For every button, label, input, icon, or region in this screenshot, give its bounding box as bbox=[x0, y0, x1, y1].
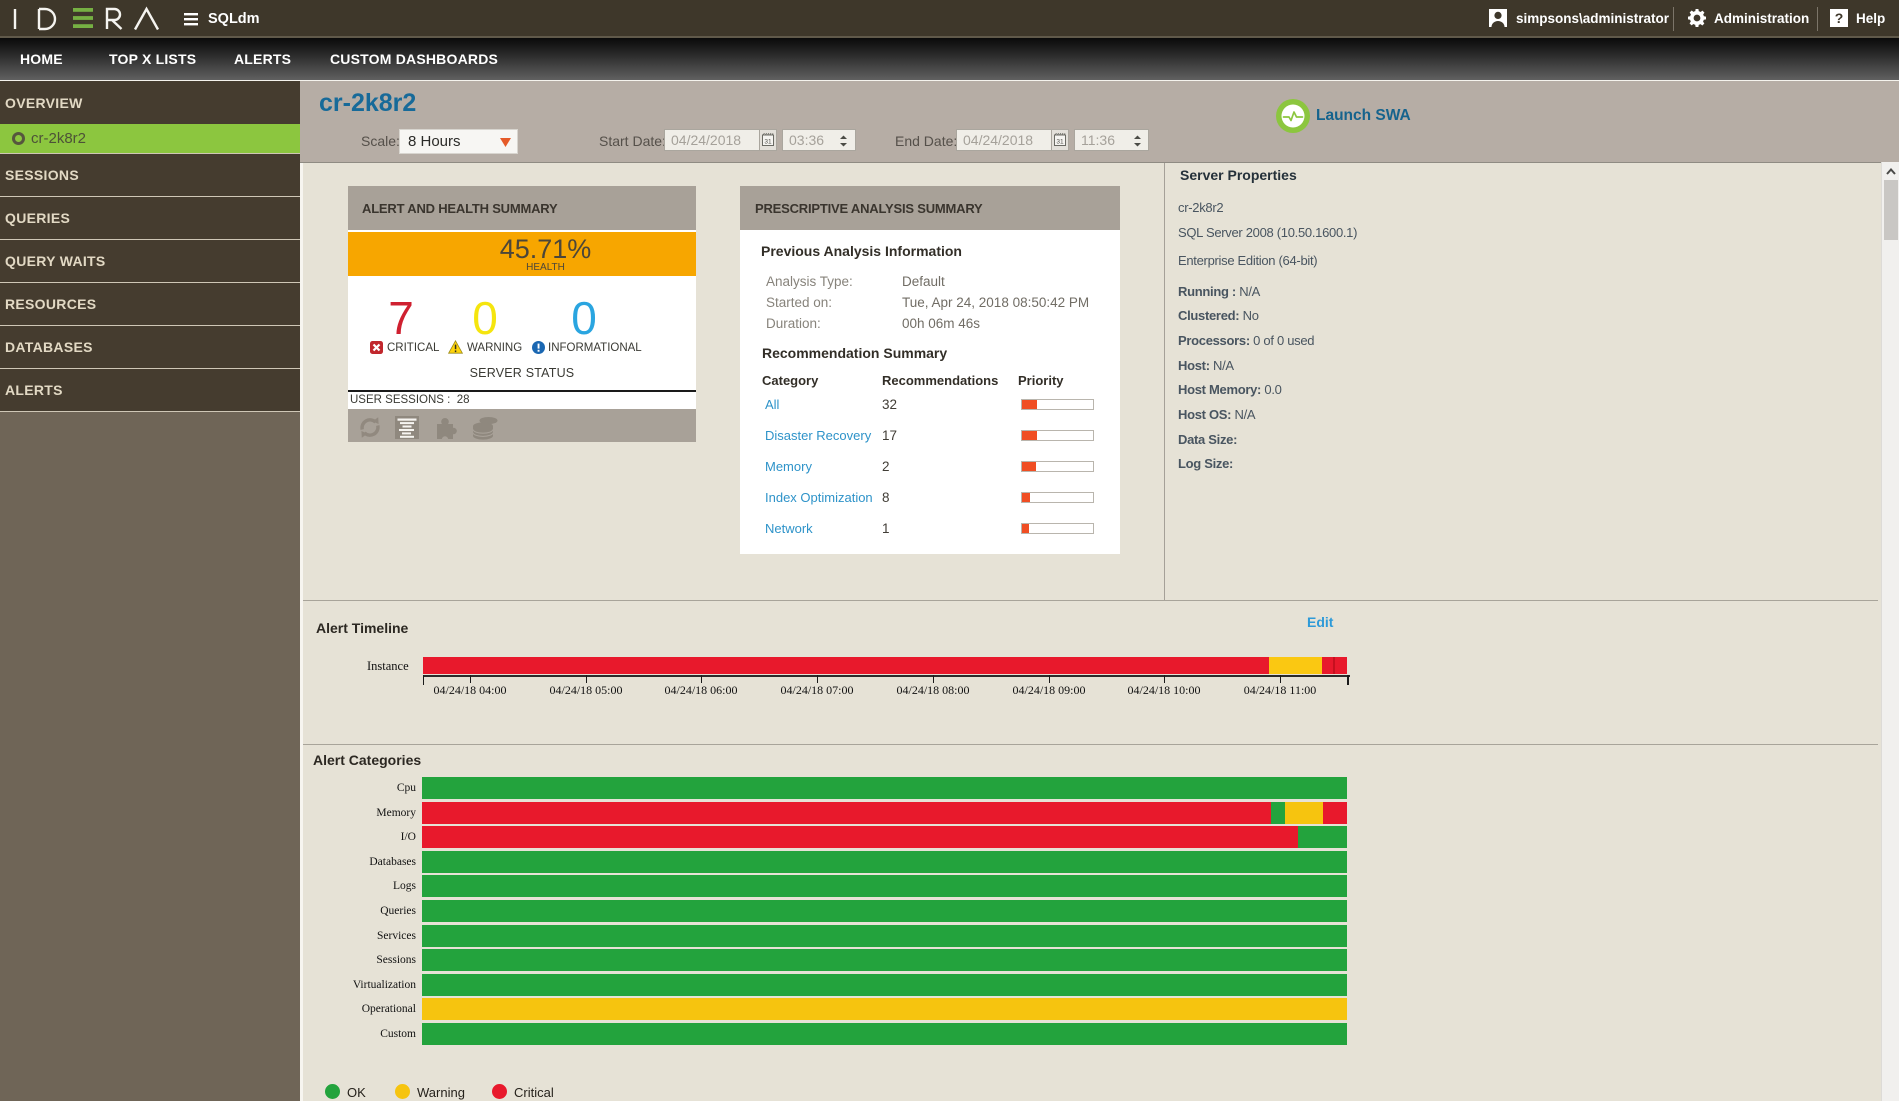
svg-text:31: 31 bbox=[764, 139, 772, 146]
svg-text:31: 31 bbox=[1056, 139, 1064, 146]
